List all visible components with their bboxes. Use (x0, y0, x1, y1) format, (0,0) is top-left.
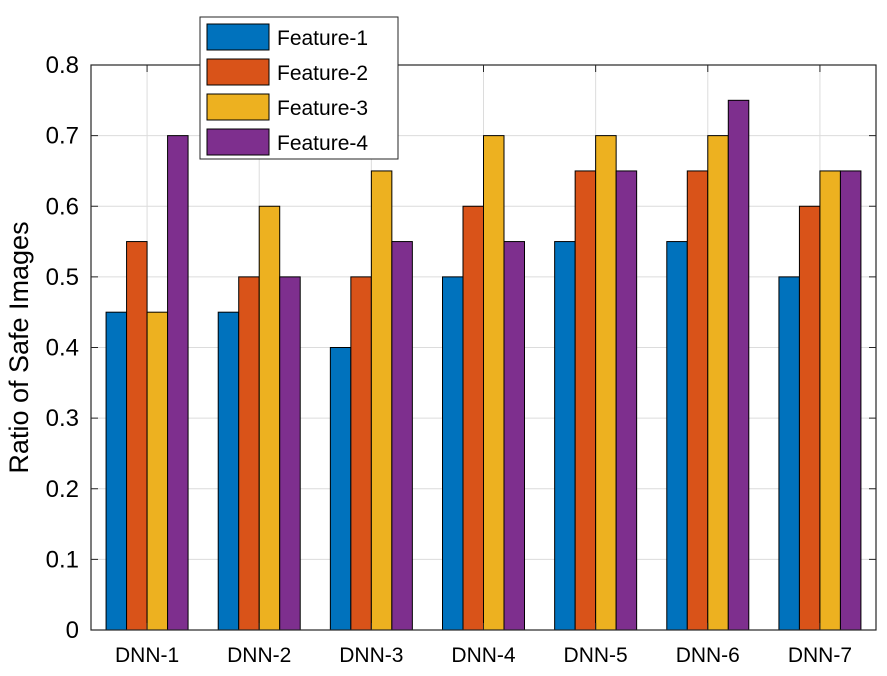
bar-feature-4-dnn-4 (503, 241, 525, 631)
bar-feature-3-dnn-5 (595, 135, 617, 631)
bar-feature-3-dnn-7 (819, 170, 841, 631)
bar-feature-2-dnn-2 (238, 276, 260, 631)
bar-feature-2-dnn-4 (462, 205, 484, 631)
bar-feature-4-dnn-7 (839, 170, 862, 631)
y-tick-label: 0.5 (46, 264, 79, 291)
x-tick-label: DNN-3 (339, 644, 403, 667)
bar-feature-2-dnn-6 (686, 170, 709, 631)
y-tick-label: 0.1 (46, 546, 79, 573)
bar-feature-2-dnn-3 (350, 276, 372, 631)
legend-label-feature-4: Feature-4 (277, 132, 368, 155)
x-tick-label: DNN-1 (115, 644, 179, 667)
bar-feature-4-dnn-6 (727, 99, 750, 631)
x-tick-label: DNN-5 (564, 644, 628, 667)
y-axis: 0 0.1 0.2 0.3 0.4 0.5 0.6 0.7 0.8 (46, 52, 876, 644)
bar-feature-1-dnn-5 (554, 241, 576, 631)
x-tick-label: DNN-6 (676, 644, 740, 667)
bar-feature-2-dnn-5 (574, 170, 597, 631)
y-tick-label: 0.4 (46, 335, 79, 362)
bar-feature-1-dnn-1 (105, 311, 128, 631)
legend-swatch-feature-3 (206, 93, 270, 121)
bar-feature-1-dnn-7 (778, 276, 800, 631)
y-tick-label: 0.2 (46, 476, 79, 503)
x-tick-label: DNN-2 (227, 644, 291, 667)
bar-feature-1-dnn-3 (329, 347, 352, 631)
bar-feature-4-dnn-2 (279, 276, 301, 631)
bar-feature-3-dnn-4 (483, 135, 505, 631)
y-tick-label: 0.6 (46, 193, 79, 220)
bar-feature-1-dnn-2 (217, 311, 240, 631)
bar-feature-3-dnn-6 (707, 135, 729, 631)
bar-feature-3-dnn-2 (258, 205, 281, 631)
x-axis: DNN-1 DNN-2 DNN-3 DNN-4 DNN-5 DNN-6 DNN-7 (115, 65, 852, 667)
bar-feature-2-dnn-7 (798, 205, 821, 631)
bar-feature-1-dnn-6 (666, 241, 688, 631)
bar-feature-2-dnn-1 (126, 241, 148, 631)
y-axis-label: Ratio of Safe Images (4, 221, 34, 473)
x-tick-label: DNN-7 (788, 644, 852, 667)
bars (105, 99, 862, 631)
legend-swatch-feature-4 (206, 128, 270, 156)
legend-label-feature-1: Feature-1 (277, 27, 368, 50)
x-tick-label: DNN-4 (451, 644, 515, 667)
y-tick-label: 0.7 (46, 123, 79, 150)
bar-feature-4-dnn-3 (391, 241, 413, 631)
legend-swatch-feature-2 (206, 58, 270, 86)
y-tick-label: 0 (66, 617, 79, 644)
legend: Feature-1 Feature-2 Feature-3 Feature-4 (199, 16, 399, 160)
legend-swatch-feature-1 (206, 23, 270, 51)
bar-feature-3-dnn-3 (370, 170, 393, 631)
bar-feature-1-dnn-4 (442, 276, 464, 631)
legend-label-feature-2: Feature-2 (277, 62, 368, 85)
y-tick-label: 0.3 (46, 405, 79, 432)
bar-feature-4-dnn-1 (167, 135, 189, 631)
bar-feature-3-dnn-1 (146, 311, 169, 631)
y-tick-label: 0.8 (46, 52, 79, 79)
bar-feature-4-dnn-5 (615, 170, 638, 631)
legend-label-feature-3: Feature-3 (277, 97, 368, 120)
